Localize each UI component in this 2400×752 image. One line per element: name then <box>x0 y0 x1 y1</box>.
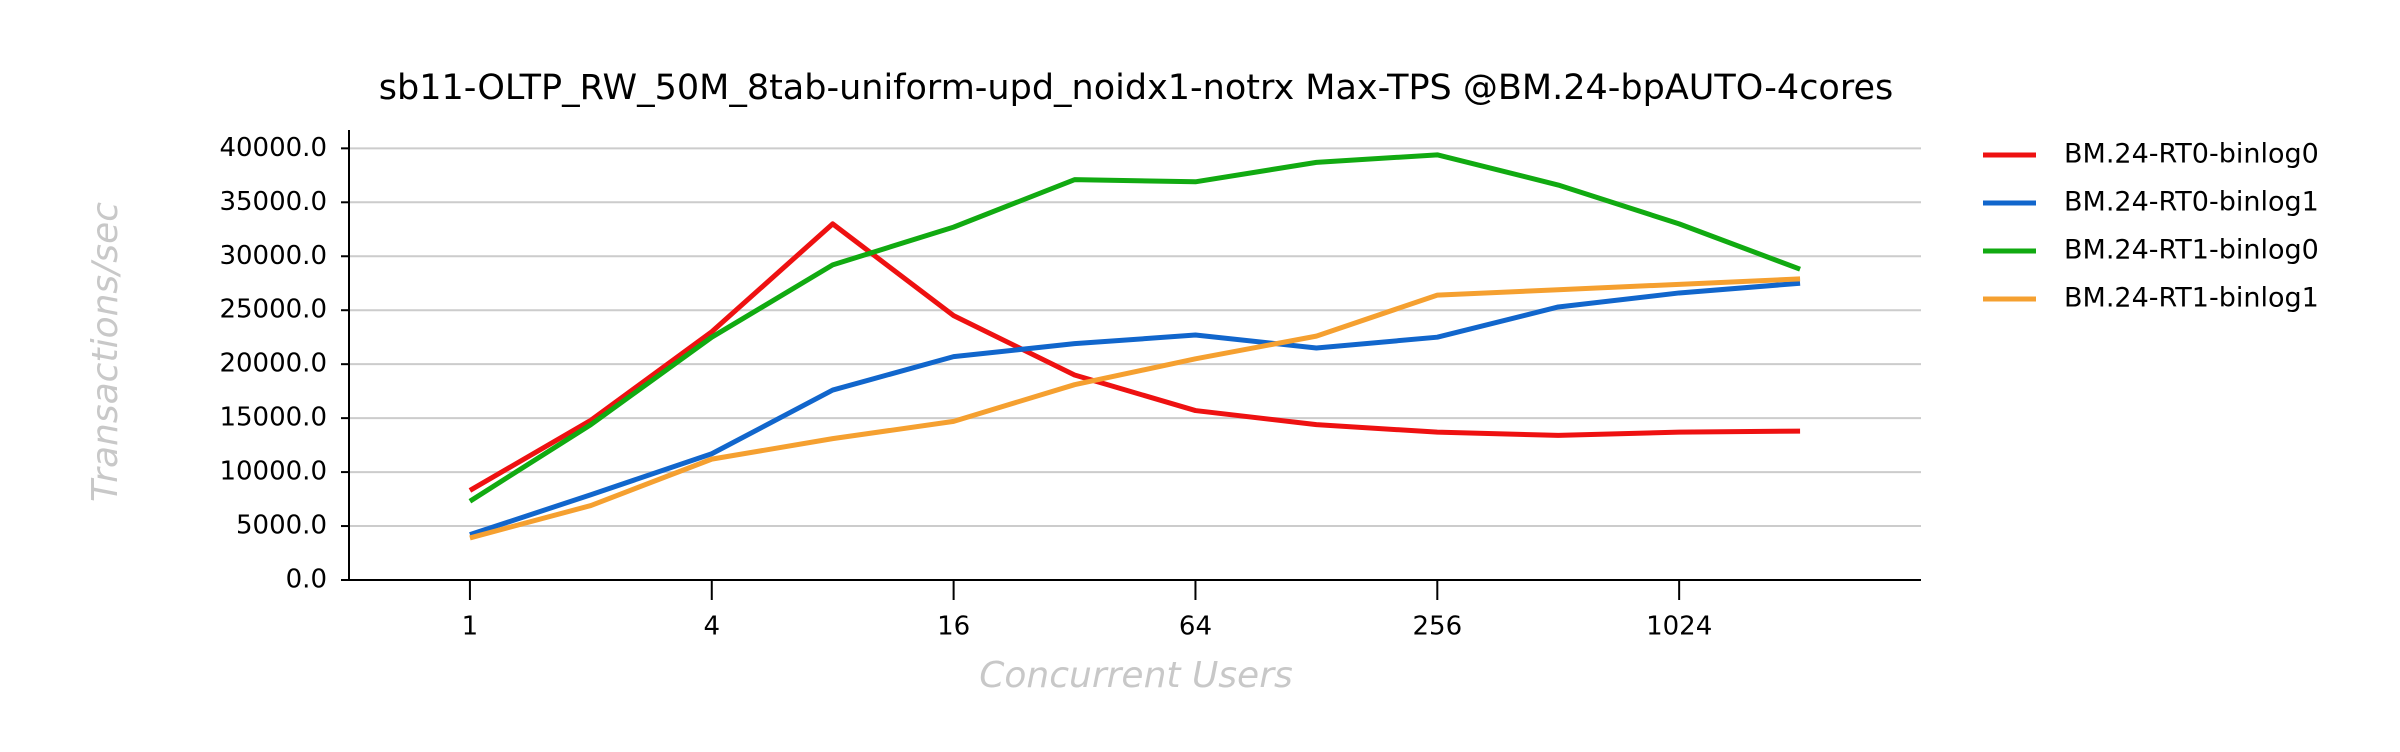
series-line <box>469 276 1801 541</box>
x-tick-label: 1024 <box>1646 612 1712 642</box>
series-line <box>469 280 1801 538</box>
y-tick-label: 15000.0 <box>219 403 327 433</box>
legend-label: BM.24-RT0-binlog1 <box>2064 187 2319 218</box>
legend-label: BM.24-RT0-binlog0 <box>2064 139 2319 170</box>
x-tick-label: 4 <box>703 612 720 642</box>
legend-label: BM.24-RT1-binlog0 <box>2064 235 2319 266</box>
y-tick-label: 5000.0 <box>236 511 327 541</box>
x-tick-label: 16 <box>937 612 970 642</box>
y-tick-label: 10000.0 <box>219 457 327 487</box>
y-tick-label: 20000.0 <box>219 349 327 379</box>
chart-title: sb11-OLTP_RW_50M_8tab-uniform-upd_noidx1… <box>379 68 1893 108</box>
y-tick-label: 0.0 <box>286 565 327 595</box>
y-tick-label: 35000.0 <box>219 187 327 217</box>
y-tick-label: 40000.0 <box>219 133 327 163</box>
x-tick-label: 256 <box>1412 612 1462 642</box>
x-tick-label: 64 <box>1179 612 1212 642</box>
series-line <box>468 221 1801 493</box>
x-axis-label: Concurrent Users <box>979 655 1293 696</box>
series-line <box>468 152 1801 504</box>
y-tick-label: 30000.0 <box>219 241 327 271</box>
y-tick-label: 25000.0 <box>219 295 327 325</box>
y-axis-label: Transactions/sec <box>85 202 126 502</box>
legend-label: BM.24-RT1-binlog1 <box>2064 283 2319 314</box>
x-tick-label: 1 <box>462 612 479 642</box>
